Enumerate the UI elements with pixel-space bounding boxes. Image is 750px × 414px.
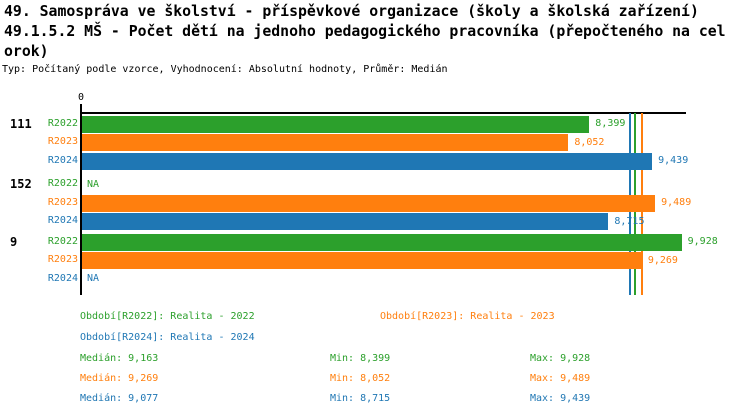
legend-item-r2022: Období[R2022]: Realita - 2022: [80, 311, 255, 322]
bar-r2023: [82, 194, 656, 212]
x-axis-top-line: [81, 112, 686, 114]
bar-r2024: [82, 152, 653, 170]
row-label-r2022: R2022: [47, 117, 78, 129]
median-stat-r2022: Medián: 9,163: [80, 353, 159, 364]
row-label-r2024: R2024: [47, 215, 78, 226]
report-title-line3: orok): [4, 43, 49, 60]
bar-value-label: 8,052: [574, 136, 605, 148]
max-stat-r2023: Max: 9,489: [530, 373, 591, 384]
min-stat-r2022: Min: 8,399: [330, 353, 391, 364]
max-stat-r2022: Max: 9,928: [530, 353, 591, 364]
bar-r2023: [82, 252, 642, 269]
bar-r2024: [82, 213, 609, 230]
bar-value-label: 9,489: [661, 197, 692, 208]
bar-na-label: NA: [87, 178, 100, 190]
y-axis-line: [80, 104, 82, 295]
bar-value-label: 9,269: [647, 254, 678, 266]
group-label: 111: [10, 116, 32, 131]
report-title-line1: 49. Samospráva ve školství - příspěvkové…: [4, 3, 699, 20]
min-stat-r2023: Min: 8,052: [330, 373, 391, 384]
row-label-r2022: R2022: [47, 235, 78, 247]
x-axis-zero-tick-label: 0: [77, 92, 85, 103]
legend-item-r2023: Období[R2023]: Realita - 2023: [380, 311, 555, 322]
bar-value-label: 9,928: [687, 236, 718, 247]
bar-na-label: NA: [87, 273, 100, 284]
max-stat-r2024: Max: 9,439: [530, 393, 591, 404]
report-subtitle: Typ: Počítaný podle vzorce, Vyhodnocení:…: [2, 64, 448, 75]
row-label-r2024: R2024: [47, 272, 78, 284]
bar-r2022: [82, 233, 682, 251]
bar-value-label: 9,439: [658, 155, 689, 166]
median-stat-r2024: Medián: 9,077: [80, 393, 159, 404]
row-label-r2023: R2023: [47, 254, 78, 265]
group-label: 152: [10, 177, 32, 191]
row-label-r2023: R2023: [47, 196, 78, 208]
group-label: 9: [10, 234, 18, 249]
row-label-r2023: R2023: [47, 136, 78, 147]
bar-value-label: 8,399: [595, 118, 626, 129]
median-stat-r2023: Medián: 9,269: [80, 373, 159, 384]
bar-value-label: 8,715: [614, 215, 645, 227]
report-title-line2: 49.1.5.2 MŠ - Počet dětí na jednoho peda…: [4, 23, 726, 40]
bar-r2023: [82, 134, 569, 151]
row-label-r2024: R2024: [47, 154, 78, 166]
bar-chart: 0 111 R2022 8,399 R2023 8,052 R2024 9,439 152 R20…: [10, 92, 718, 295]
bar-r2022: [82, 115, 590, 133]
min-stat-r2024: Min: 8,715: [330, 393, 391, 404]
row-label-r2022: R2022: [47, 178, 78, 189]
legend-item-r2024: Období[R2024]: Realita - 2024: [80, 332, 255, 343]
